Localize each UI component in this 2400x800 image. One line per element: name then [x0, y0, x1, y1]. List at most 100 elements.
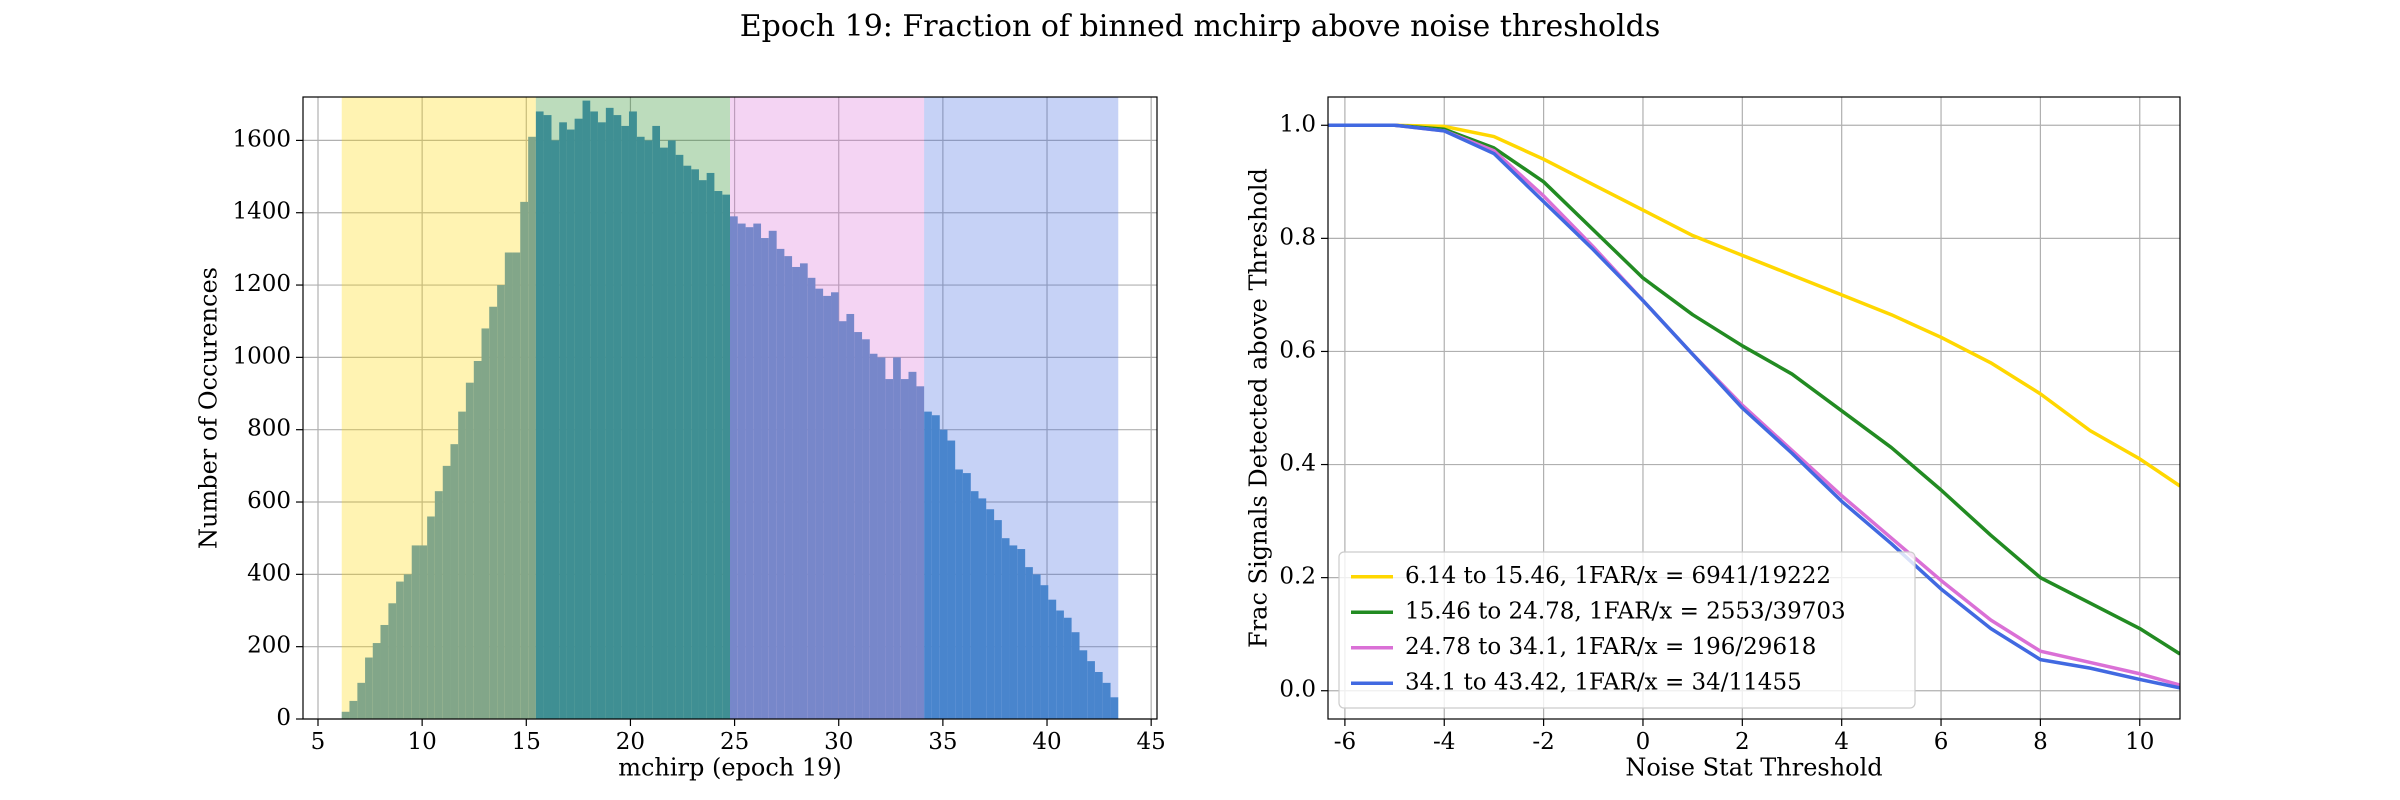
histogram-bar — [854, 332, 863, 719]
x-tick-label: 2 — [1735, 729, 1750, 755]
x-tick-label: -6 — [1334, 729, 1356, 755]
histogram-bar — [675, 154, 684, 719]
histogram-bar — [862, 339, 870, 719]
x-tick-label: 5 — [311, 729, 326, 755]
histogram-bar — [1048, 599, 1057, 719]
legend-label: 15.46 to 24.78, 1FAR/x = 2553/39703 — [1405, 598, 1846, 624]
y-axis-label: Number of Occurences — [195, 267, 223, 549]
histogram-bar — [365, 657, 373, 719]
histogram-bar — [489, 306, 498, 719]
histogram-bar — [683, 165, 692, 719]
y-tick-label: 1000 — [232, 343, 291, 369]
y-tick-label: 1.0 — [1279, 111, 1316, 137]
histogram-bar — [613, 115, 622, 719]
histogram-bar — [698, 180, 707, 719]
x-tick-label: -4 — [1433, 729, 1455, 755]
histogram-bar — [885, 379, 894, 719]
x-tick-label: 25 — [720, 729, 749, 755]
histogram-bar — [535, 111, 544, 719]
histogram-bar — [419, 545, 428, 719]
x-axis-label: mchirp (epoch 19) — [618, 754, 842, 782]
histogram-bar — [566, 129, 575, 719]
data-line — [1328, 123, 2180, 687]
histogram-bar — [1094, 671, 1103, 719]
shaded-span — [341, 97, 536, 719]
histogram-bar — [582, 100, 591, 719]
axes-frame — [1327, 96, 2181, 720]
histogram-bar — [450, 444, 459, 719]
y-tick-label: 1600 — [232, 126, 291, 152]
legend-label: 34.1 to 43.42, 1FAR/x = 34/11455 — [1405, 669, 1802, 695]
x-tick-label: 6 — [1934, 729, 1949, 755]
histogram-bar — [574, 118, 583, 719]
histogram-bar — [388, 603, 397, 719]
legend-label: 6.14 to 15.46, 1FAR/x = 6941/19222 — [1405, 563, 1831, 589]
histogram-bar — [380, 624, 389, 719]
histogram-bar — [597, 122, 606, 719]
y-tick-label: 0.4 — [1279, 451, 1316, 477]
histogram-bar — [559, 122, 567, 719]
y-tick-label: 0.6 — [1279, 337, 1316, 363]
histogram-bar — [1056, 610, 1064, 719]
histogram-bar — [691, 169, 699, 719]
histogram-bar — [784, 256, 793, 719]
histogram-bar — [869, 353, 878, 719]
axes: -6 -4 -2 0 2 4 6 8 10 0.0 0.2 0.4 0.6 0.8 1.0 Noise Sta… — [1245, 96, 2181, 782]
x-tick-label: 10 — [408, 729, 437, 755]
y-tick-label: 600 — [247, 488, 291, 514]
histogram-bar — [776, 248, 785, 719]
histogram-bar — [1110, 697, 1119, 719]
histogram-bar — [947, 440, 956, 719]
histogram-bar — [644, 140, 653, 719]
histogram-bar — [1063, 617, 1072, 719]
histogram-bar — [636, 136, 645, 719]
plot-area — [1328, 123, 2180, 690]
histogram-bar — [458, 411, 466, 719]
histogram-bar — [667, 140, 676, 719]
histogram-bar — [660, 147, 668, 719]
y-tick-label: 400 — [247, 560, 291, 586]
histogram-bar — [924, 411, 932, 719]
histogram-bar — [652, 125, 661, 719]
histogram-bar — [831, 292, 839, 719]
shaded-span — [730, 97, 925, 719]
histogram-bar — [815, 288, 824, 719]
histogram-bar — [714, 191, 723, 719]
histogram-bar — [628, 111, 637, 719]
histogram-bar — [605, 107, 614, 719]
y-tick-label: 1400 — [232, 199, 291, 225]
x-tick-label: 30 — [824, 729, 853, 755]
histogram-bar — [970, 491, 979, 719]
histogram-bar — [551, 140, 560, 719]
x-tick-label: 45 — [1137, 729, 1166, 755]
data-line — [1328, 123, 2180, 488]
histogram-bar — [753, 223, 762, 719]
data-line — [1328, 123, 2180, 656]
histogram-bar — [893, 357, 901, 719]
histogram-bar — [1102, 682, 1111, 719]
figure-title: Epoch 19: Fraction of binned mchirp abov… — [740, 9, 1660, 44]
x-tick-label: 10 — [2125, 729, 2154, 755]
histogram-bar — [1079, 650, 1088, 719]
x-tick-label: 20 — [616, 729, 645, 755]
histogram-bar — [807, 277, 816, 719]
legend-label: 24.78 to 34.1, 1FAR/x = 196/29618 — [1405, 634, 1816, 660]
histogram-bar — [955, 469, 963, 719]
histogram-bar — [473, 360, 482, 719]
x-tick-label: 35 — [928, 729, 957, 755]
histogram-bar — [1001, 538, 1010, 719]
x-tick-label: 4 — [1834, 729, 1849, 755]
histogram-bar — [590, 111, 598, 719]
histogram-bar — [543, 115, 552, 719]
legend-box — [1338, 551, 1916, 709]
histogram-bar — [357, 682, 366, 719]
histogram-bar — [396, 581, 404, 719]
y-tick-label: 0.0 — [1279, 677, 1316, 703]
y-tick-label: 1200 — [232, 271, 291, 297]
histogram-bar — [916, 386, 925, 719]
histogram-bar — [427, 516, 435, 719]
histogram-bar — [931, 415, 940, 719]
axes: 5 10 15 20 25 30 35 40 45 0 200 400 600 800 1000 1200 14… — [195, 96, 1166, 782]
histogram-bar — [504, 252, 513, 719]
